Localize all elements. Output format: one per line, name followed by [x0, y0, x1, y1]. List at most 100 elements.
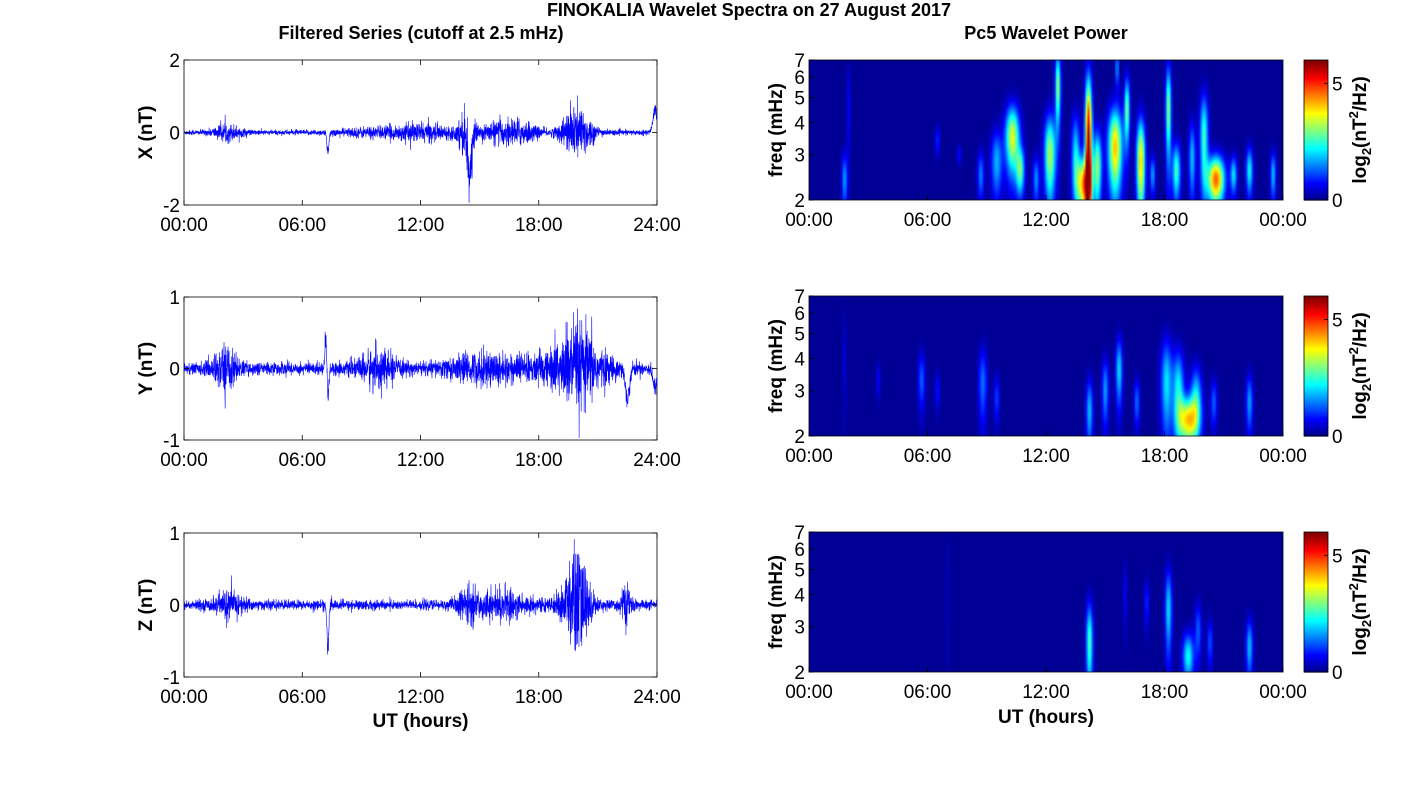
colorbar-step: [1304, 429, 1328, 433]
colorbar-step: [1304, 84, 1328, 87]
colorbar-step: [1304, 337, 1328, 341]
x-tick-label: 24:00: [633, 450, 681, 471]
y-tick-label: 6: [794, 68, 805, 89]
y-tick-label: 4: [794, 586, 805, 607]
y-tick-label: 3: [794, 382, 805, 403]
colorbar-step: [1304, 363, 1328, 367]
series-panel-z: 1 0 -100:00 06:00 12:00 18:00 24:00 Z (nT) UT (h…: [136, 524, 681, 732]
colorbar-step: [1304, 132, 1328, 135]
x-tick-label: 24:00: [633, 215, 681, 236]
colorbar-step: [1304, 169, 1328, 173]
y-tick-label: 2: [794, 427, 805, 448]
series-line: [183, 539, 658, 655]
x-tick-label: 00:00: [785, 446, 833, 467]
colorbar-step: [1304, 383, 1328, 387]
colorbar-step: [1304, 602, 1328, 605]
x-axis-label: UT (hours): [372, 711, 468, 732]
colorbar-step: [1304, 350, 1328, 354]
colorbar-step: [1304, 88, 1328, 92]
colorbar-step: [1304, 632, 1328, 636]
colorbar-step: [1304, 606, 1328, 610]
colorbar-step: [1304, 532, 1328, 535]
colorbar-step: [1304, 366, 1328, 369]
y-tick-label: 7: [794, 287, 805, 308]
colorbar-label-part: 2: [1359, 620, 1374, 627]
x-tick-label: 06:00: [278, 450, 326, 471]
colorbar-step: [1304, 302, 1328, 306]
colorbar-step: [1304, 558, 1328, 562]
colorbar-step: [1304, 145, 1328, 149]
colorbar-step: [1304, 70, 1328, 74]
y-tick-label: -1: [163, 431, 180, 452]
colorbar-label: log2(nT2/Hz): [1346, 312, 1374, 419]
y-tick-label: 4: [794, 350, 805, 371]
colorbar-label-part: (nT: [1350, 354, 1371, 384]
colorbar-step: [1304, 591, 1328, 594]
colorbar-step: [1304, 97, 1328, 100]
colorbar-step: [1304, 66, 1328, 70]
colorbar-step: [1304, 615, 1328, 618]
colorbar-step: [1304, 160, 1328, 164]
colorbar-step: [1304, 647, 1328, 651]
x-tick-label: 00:00: [160, 450, 208, 471]
colorbar-step: [1304, 81, 1328, 85]
colorbar-step: [1304, 665, 1328, 669]
colorbar-step: [1304, 195, 1328, 199]
colorbar-step: [1304, 560, 1328, 564]
colorbar-step: [1304, 433, 1328, 437]
colorbar-step: [1304, 588, 1328, 592]
colorbar-step: [1304, 134, 1328, 138]
y-tick-label: 7: [794, 51, 805, 72]
colorbar-step: [1304, 108, 1328, 111]
colorbar-step: [1304, 667, 1328, 671]
colorbar-step: [1304, 628, 1328, 632]
colorbar-step: [1304, 184, 1328, 188]
colorbar-step: [1304, 175, 1328, 179]
colorbar-step: [1304, 597, 1328, 601]
colorbar-step: [1304, 398, 1328, 402]
colorbar-step: [1304, 368, 1328, 371]
colorbar-step: [1304, 390, 1328, 393]
colorbar-step: [1304, 101, 1328, 105]
colorbar-step: [1304, 573, 1328, 577]
colorbar-step: [1304, 361, 1328, 365]
colorbar-step: [1304, 123, 1328, 127]
y-tick-label: 2: [169, 51, 180, 72]
colorbar-step: [1304, 197, 1328, 201]
colorbar-label-part: 2: [1359, 148, 1374, 155]
colorbar-step: [1304, 610, 1328, 614]
colorbar-label-part: 2: [1346, 111, 1361, 118]
colorbar-step: [1304, 379, 1328, 382]
x-tick-label: 00:00: [1259, 210, 1307, 231]
x-tick-label: 24:00: [633, 687, 681, 708]
x-tick-label: 12:00: [397, 215, 445, 236]
colorbar-step: [1304, 403, 1328, 406]
colorbar-step: [1304, 130, 1328, 133]
colorbar-step: [1304, 313, 1328, 317]
x-tick-label: 06:00: [904, 210, 952, 231]
y-tick-label: 5: [794, 561, 805, 582]
colorbar-step: [1304, 315, 1328, 319]
colorbar-step: [1304, 604, 1328, 607]
colorbar-step: [1304, 571, 1328, 575]
colorbar-step: [1304, 547, 1328, 551]
y-tick-label: -1: [163, 668, 180, 689]
colorbar-step: [1304, 396, 1328, 400]
colorbar-step: [1304, 593, 1328, 597]
colorbar-step: [1304, 324, 1328, 328]
series-line: [183, 308, 658, 438]
colorbar-step: [1304, 309, 1328, 312]
colorbar-step: [1304, 149, 1328, 153]
colorbar-step: [1304, 64, 1328, 68]
colorbar-step: [1304, 652, 1328, 656]
x-tick-label: 00:00: [785, 210, 833, 231]
y-tick-label: 0: [169, 124, 180, 145]
colorbar-step: [1304, 409, 1328, 413]
colorbar-step: [1304, 171, 1328, 175]
colorbar-label-part: log: [1350, 391, 1371, 420]
colorbar-step: [1304, 416, 1328, 420]
